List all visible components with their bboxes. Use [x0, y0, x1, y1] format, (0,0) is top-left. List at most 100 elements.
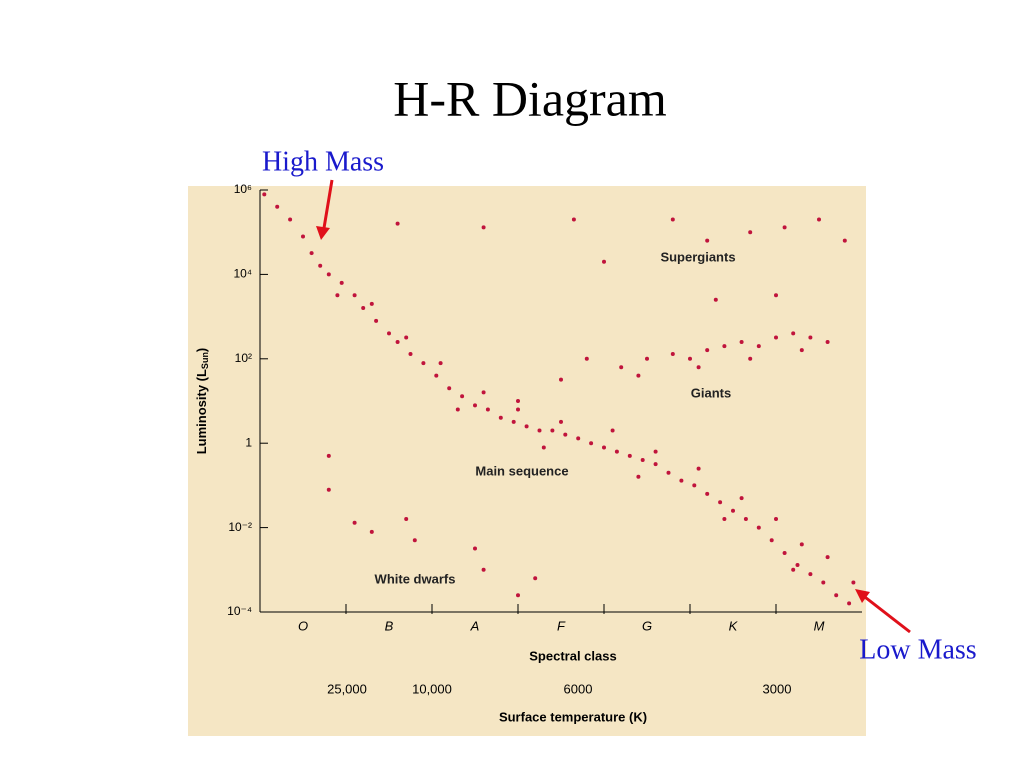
star-point	[795, 562, 800, 567]
star-point	[614, 449, 619, 454]
star-point	[821, 580, 826, 585]
star-point	[627, 453, 632, 458]
star-point	[834, 593, 839, 598]
star-point	[653, 462, 658, 467]
star-point	[748, 356, 753, 361]
star-point	[369, 529, 374, 534]
star-point	[756, 525, 761, 530]
star-point	[799, 348, 804, 353]
star-point	[610, 428, 615, 433]
star-point	[473, 403, 477, 408]
star-point	[774, 335, 778, 340]
star-point	[447, 386, 452, 391]
star-point	[374, 318, 379, 323]
star-point	[559, 419, 563, 424]
star-point	[352, 293, 357, 298]
star-point	[481, 390, 486, 395]
annotation: Main sequence	[475, 463, 568, 478]
star-point	[774, 293, 778, 298]
star-point	[731, 508, 735, 513]
star-point	[516, 407, 520, 412]
star-point	[842, 238, 847, 243]
x2-axis-label: Surface temperature (K)	[499, 709, 647, 724]
star-point	[847, 601, 852, 606]
star-point	[696, 365, 701, 370]
star-point	[825, 555, 830, 560]
star-point	[395, 221, 400, 226]
x-tick-label: K	[729, 618, 739, 633]
star-point	[481, 225, 486, 230]
temperature-label: 10,000	[412, 681, 452, 696]
star-point	[782, 551, 787, 556]
y-tick-label: 10⁻⁴	[227, 604, 252, 618]
star-point	[550, 428, 555, 433]
star-point	[743, 516, 748, 521]
star-point	[481, 567, 486, 572]
star-point	[387, 331, 391, 336]
star-point	[653, 449, 658, 454]
arrowhead	[316, 226, 330, 240]
annotation: Low Mass	[859, 634, 976, 665]
star-point	[301, 234, 305, 239]
x-tick-label: A	[470, 618, 480, 633]
star-point	[404, 516, 409, 521]
annotation: High Mass	[262, 146, 384, 177]
x-tick-label: B	[385, 618, 394, 633]
star-point	[666, 470, 671, 475]
y-label-sub: Sun	[200, 352, 210, 369]
star-point	[739, 340, 744, 345]
star-point	[696, 466, 701, 471]
star-point	[670, 217, 675, 222]
y-tick-label: 10⁴	[233, 267, 252, 281]
star-point	[516, 593, 520, 598]
y-axis-label: Luminosity (LSun)	[194, 348, 210, 455]
star-point	[791, 567, 796, 572]
star-point	[408, 351, 413, 356]
star-point	[851, 580, 856, 585]
star-point	[670, 351, 675, 356]
star-point	[718, 500, 723, 505]
star-point	[460, 394, 465, 399]
star-point	[571, 217, 576, 222]
star-point	[335, 293, 340, 298]
star-point	[339, 280, 344, 285]
star-point	[498, 415, 503, 420]
star-point	[438, 361, 443, 366]
annotation: Supergiants	[660, 249, 735, 264]
star-point	[326, 272, 331, 277]
star-point	[576, 436, 581, 441]
star-point	[636, 373, 641, 378]
star-point	[326, 487, 331, 492]
star-point	[275, 204, 280, 209]
star-point	[262, 192, 267, 197]
star-point	[799, 542, 804, 547]
annotation: Giants	[691, 385, 731, 400]
star-point	[705, 238, 710, 243]
star-point	[589, 441, 594, 446]
star-point	[516, 399, 520, 403]
star-point	[713, 297, 718, 302]
star-point	[533, 576, 538, 581]
star-point	[288, 217, 293, 222]
star-point	[636, 474, 641, 479]
y-tick-label: 10⁶	[234, 182, 252, 196]
star-point	[412, 538, 417, 543]
arrow-high-mass	[321, 179, 334, 235]
star-point	[705, 491, 710, 496]
star-point	[722, 516, 727, 521]
star-point	[774, 516, 778, 521]
star-point	[524, 424, 529, 429]
star-point	[455, 407, 460, 412]
star-point	[352, 520, 357, 525]
x-tick-label: G	[642, 618, 652, 633]
temperature-label: 6000	[564, 681, 593, 696]
star-point	[318, 263, 323, 268]
annotation: White dwarfs	[375, 571, 456, 586]
star-point	[808, 572, 813, 577]
star-point	[473, 546, 477, 551]
x-axis-label: Spectral class	[529, 648, 616, 663]
star-point	[485, 407, 490, 412]
star-point	[817, 217, 821, 222]
